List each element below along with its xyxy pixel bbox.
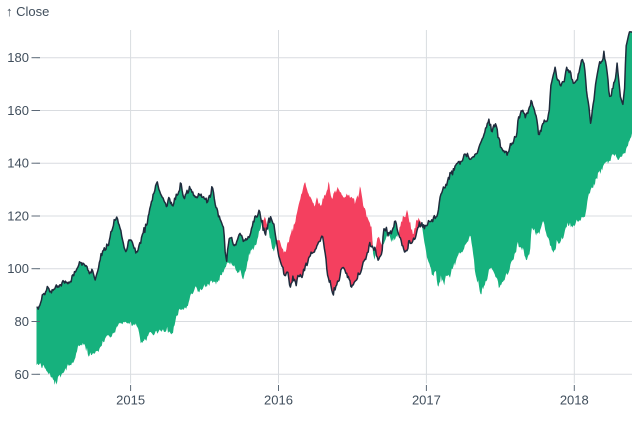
x-tick-label: 2015 <box>116 393 145 408</box>
y-axis-label: ↑ Close <box>6 4 50 19</box>
y-tick-label: 80 <box>15 314 29 329</box>
x-axis: 2015 2016 2017 2018 <box>116 385 589 408</box>
x-tick-label: 2018 <box>560 393 589 408</box>
y-tick-label: 120 <box>7 209 29 224</box>
y-tick-label: 140 <box>7 156 29 171</box>
y-axis: 60 80 100 120 140 160 180 <box>7 50 40 382</box>
y-tick-label: 60 <box>15 367 29 382</box>
x-tick-label: 2017 <box>412 393 441 408</box>
close-line <box>36 31 632 310</box>
plot-area <box>36 31 632 385</box>
x-tick-label: 2016 <box>264 393 293 408</box>
negative-band <box>36 133 632 385</box>
y-tick-label: 180 <box>7 50 29 65</box>
positive-band <box>36 31 632 385</box>
y-tick-label: 100 <box>7 261 29 276</box>
y-tick-label: 160 <box>7 103 29 118</box>
